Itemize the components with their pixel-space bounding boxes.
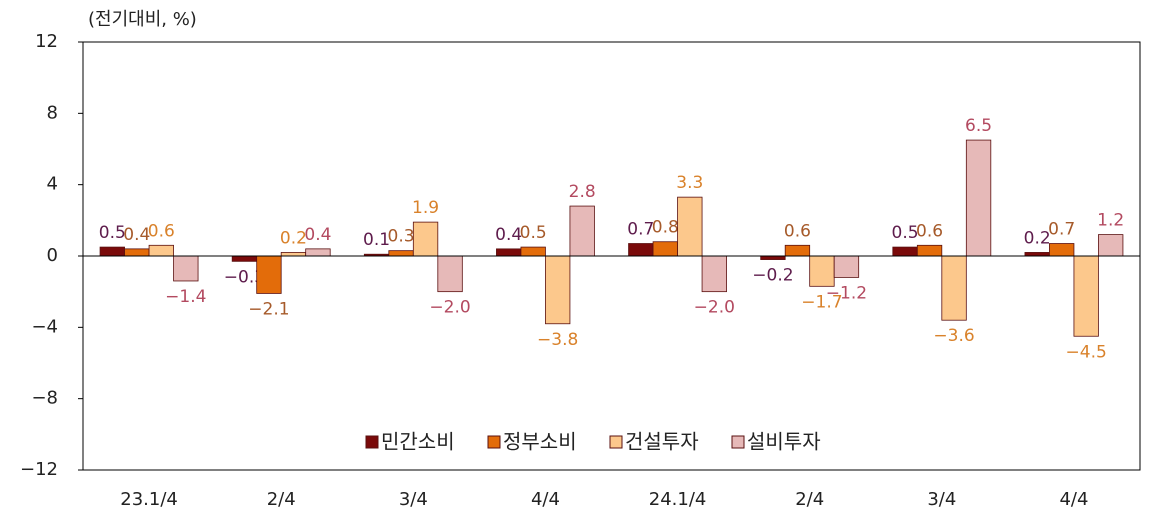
x-tick-label: 3/4 <box>927 489 956 510</box>
y-tick-label: −12 <box>20 459 58 480</box>
data-label: 0.8 <box>652 218 679 238</box>
data-label: 0.6 <box>916 221 943 241</box>
data-label: −2.0 <box>694 298 735 318</box>
bar <box>1073 255 1099 337</box>
data-label: 0.7 <box>627 220 654 240</box>
y-tick-label: 4 <box>47 174 58 195</box>
y-tick-label: 12 <box>35 31 58 52</box>
data-label: −1.2 <box>826 283 867 303</box>
data-label: −2.1 <box>248 299 289 319</box>
x-tick-label: 2/4 <box>795 489 824 510</box>
data-label: 1.9 <box>412 198 439 218</box>
data-label: 0.5 <box>892 223 919 243</box>
bar <box>99 246 125 257</box>
data-label: 0.3 <box>388 227 415 247</box>
y-tick-label: 8 <box>47 102 58 123</box>
legend-swatch <box>487 435 501 449</box>
bar <box>965 139 992 257</box>
data-label: 0.4 <box>304 225 331 245</box>
bar <box>496 248 522 257</box>
legend-label: 건설투자 <box>625 430 699 454</box>
data-label: 0.4 <box>123 225 150 245</box>
data-label: −2.0 <box>429 298 470 318</box>
legend-label: 설비투자 <box>747 430 821 454</box>
bar <box>412 221 439 257</box>
bar <box>173 255 199 282</box>
x-tick-label: 4/4 <box>1059 489 1088 510</box>
x-tick-label: 23.1/4 <box>120 489 178 510</box>
data-label: −0.3 <box>224 267 265 287</box>
data-label: 6.5 <box>965 116 992 136</box>
bar <box>784 244 811 257</box>
bar <box>231 255 258 262</box>
data-label: 0.5 <box>99 223 126 243</box>
x-tick-label: 2/4 <box>267 489 296 510</box>
bar <box>652 241 678 257</box>
data-label: 3.3 <box>676 173 703 193</box>
x-tick-label: 24.1/4 <box>649 489 707 510</box>
bar <box>437 255 463 293</box>
bar <box>701 255 727 293</box>
bar <box>545 255 571 325</box>
bar <box>124 248 150 257</box>
bar <box>628 243 654 257</box>
data-label: 0.2 <box>280 228 307 248</box>
data-label: −1.7 <box>801 292 842 312</box>
bar <box>809 255 835 287</box>
bar <box>760 255 786 260</box>
data-label: 2.8 <box>569 182 596 202</box>
data-label: 0.7 <box>1048 220 1075 240</box>
data-label: 0.1 <box>363 230 390 250</box>
data-label: 0.5 <box>520 223 547 243</box>
bar <box>280 252 307 257</box>
y-tick-label: −8 <box>31 388 58 409</box>
bar <box>520 246 546 257</box>
bar <box>1098 234 1124 257</box>
bar <box>148 244 174 257</box>
legend-label: 민간소비 <box>381 430 455 454</box>
data-label: −0.2 <box>752 266 793 286</box>
bar <box>256 255 282 294</box>
data-label: 0.4 <box>495 225 522 245</box>
data-label: 1.2 <box>1097 211 1124 231</box>
bar <box>833 255 860 278</box>
data-label: 0.6 <box>784 221 811 241</box>
y-tick-label: −4 <box>31 316 58 337</box>
bar <box>1024 252 1050 257</box>
bar <box>916 244 943 257</box>
bar <box>305 248 331 257</box>
x-tick-label: 4/4 <box>531 489 560 510</box>
legend-swatch <box>365 435 379 449</box>
data-label: −4.5 <box>1066 342 1107 362</box>
y-axis-label: (전기대비, %) <box>88 9 197 30</box>
data-label: −3.8 <box>537 330 578 350</box>
data-label: 0.6 <box>148 221 175 241</box>
legend-swatch <box>609 435 623 449</box>
bar <box>677 196 703 257</box>
bar <box>388 250 414 257</box>
x-tick-label: 3/4 <box>399 489 428 510</box>
y-tick-label: 0 <box>47 245 58 266</box>
data-label: −1.4 <box>165 287 206 307</box>
bar <box>1049 243 1075 257</box>
legend-label: 정부소비 <box>503 430 577 454</box>
data-label: 0.2 <box>1024 228 1051 248</box>
data-label: −3.6 <box>933 326 974 346</box>
bar <box>941 255 967 321</box>
legend-swatch <box>731 435 745 449</box>
bar <box>892 246 918 257</box>
bar <box>569 205 595 257</box>
